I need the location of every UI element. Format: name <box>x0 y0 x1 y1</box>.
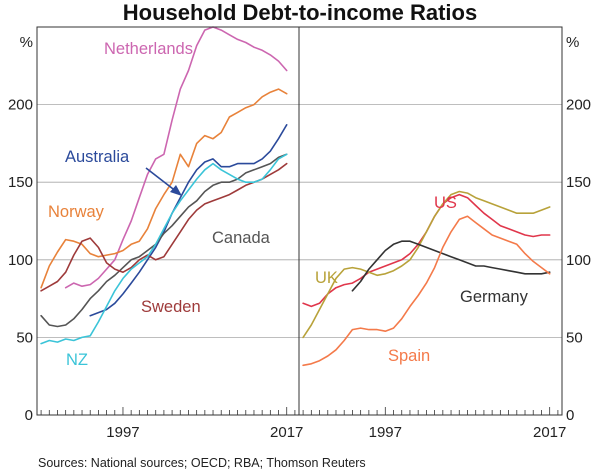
y-tick-label: 150 <box>566 174 591 191</box>
source-note: Sources: National sources; OECD; RBA; Th… <box>38 456 366 470</box>
series-line-nz <box>40 153 288 345</box>
series-line-canada <box>40 153 288 328</box>
label-sweden: Sweden <box>141 298 201 316</box>
series-line-australia <box>89 124 288 317</box>
left-panel: 0 50 100 150 200% 1997 2017 <box>8 26 303 441</box>
y-tick-label: 50 <box>566 329 583 346</box>
y-tick-label: 200 <box>566 97 591 114</box>
right-panel: 0 50 100 150 200% 1997 2017 <box>298 26 591 441</box>
label-spain: Spain <box>388 347 430 365</box>
y-tick-label: 50 <box>16 329 33 346</box>
label-canada: Canada <box>212 229 271 247</box>
series-line-sweden <box>40 162 288 292</box>
label-australia: Australia <box>65 148 130 166</box>
label-uk: UK <box>315 269 338 287</box>
x-tick-label: 2017 <box>270 424 303 441</box>
label-germany: Germany <box>460 288 529 306</box>
y-tick-label: 100 <box>8 252 33 269</box>
x-tick-label: 1997 <box>369 424 402 441</box>
series-line-germany <box>351 240 551 292</box>
australia-arrow <box>145 167 182 196</box>
y-tick-label: 100 <box>566 252 591 269</box>
series-line-uk <box>302 190 551 339</box>
y-tick-label: 0 <box>25 407 33 424</box>
y-unit-label: % <box>20 34 33 51</box>
label-netherlands: Netherlands <box>104 40 193 58</box>
chart-title: Household Debt-to-income Ratios <box>123 0 477 25</box>
panel-frame <box>298 26 563 416</box>
label-norway: Norway <box>48 203 105 221</box>
label-us: US <box>434 194 457 212</box>
series-line-netherlands <box>64 26 288 289</box>
series-line-spain <box>302 215 551 367</box>
label-nz: NZ <box>66 351 88 369</box>
x-tick-label: 2017 <box>533 424 566 441</box>
y-tick-label: 0 <box>566 407 574 424</box>
x-tick-label: 1997 <box>106 424 139 441</box>
y-tick-label: 150 <box>8 174 33 191</box>
series-line-norway <box>40 88 288 289</box>
y-tick-label: 200 <box>8 97 33 114</box>
y-unit-label: % <box>566 34 579 51</box>
